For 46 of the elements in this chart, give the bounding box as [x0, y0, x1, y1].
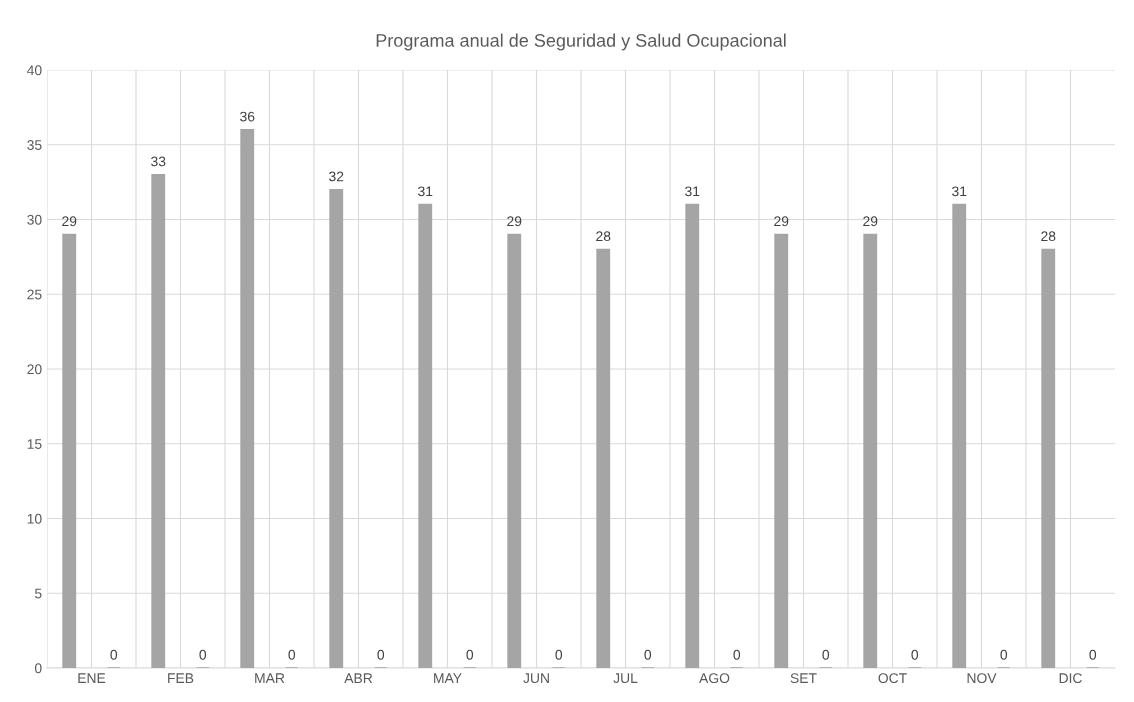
data-label: 29 — [62, 216, 77, 227]
data-label: 31 — [685, 186, 700, 197]
y-tick-label: 35 — [27, 140, 42, 150]
x-tick-label: JUL — [613, 673, 638, 684]
data-label: 0 — [466, 649, 474, 660]
chart-title: Programa anual de Seguridad y Salud Ocupacional — [376, 33, 786, 51]
x-tick-label: ENE — [78, 673, 106, 683]
data-label: 29 — [507, 216, 522, 227]
x-tick-label: ABR — [344, 673, 373, 683]
y-tick-label: 25 — [27, 289, 42, 300]
y-tick-label: 15 — [27, 439, 42, 449]
x-tick-label: OCT — [878, 673, 907, 684]
x-tick-label: NOV — [967, 673, 997, 684]
y-tick-label: 5 — [34, 588, 42, 599]
data-label: 0 — [288, 649, 296, 660]
data-label: 31 — [952, 186, 967, 197]
data-label: 0 — [110, 649, 118, 660]
data-label: 0 — [822, 649, 830, 660]
data-label: 0 — [1000, 649, 1008, 660]
data-label: 29 — [774, 216, 789, 227]
data-label: 28 — [1041, 231, 1056, 242]
data-label: 28 — [596, 231, 611, 242]
y-tick-label: 40 — [27, 65, 42, 76]
x-tick-label: DIC — [1059, 673, 1082, 684]
y-tick-label: 10 — [27, 513, 42, 524]
data-label: 33 — [151, 156, 166, 167]
data-label: 0 — [199, 649, 207, 660]
data-label: 0 — [733, 649, 741, 660]
x-tick-label: MAY — [434, 673, 462, 683]
data-label: 0 — [644, 649, 652, 660]
y-tick-label: 30 — [27, 214, 42, 225]
y-tick-label: 0 — [34, 663, 42, 674]
data-label: 0 — [555, 649, 563, 660]
x-tick-label: SET — [790, 673, 817, 684]
x-tick-label: JUN — [523, 673, 549, 684]
x-tick-label: MAR — [255, 673, 285, 683]
x-tick-label: FEB — [168, 673, 194, 683]
x-tick-label: AGO — [699, 673, 730, 684]
y-tick-label: 20 — [27, 364, 42, 375]
data-label: 0 — [377, 649, 385, 660]
data-label: 32 — [329, 171, 344, 182]
data-label: 0 — [911, 649, 919, 660]
data-label: 31 — [418, 186, 433, 197]
data-label: 29 — [863, 216, 878, 227]
data-label: 0 — [1089, 649, 1097, 660]
data-label: 36 — [240, 111, 255, 122]
